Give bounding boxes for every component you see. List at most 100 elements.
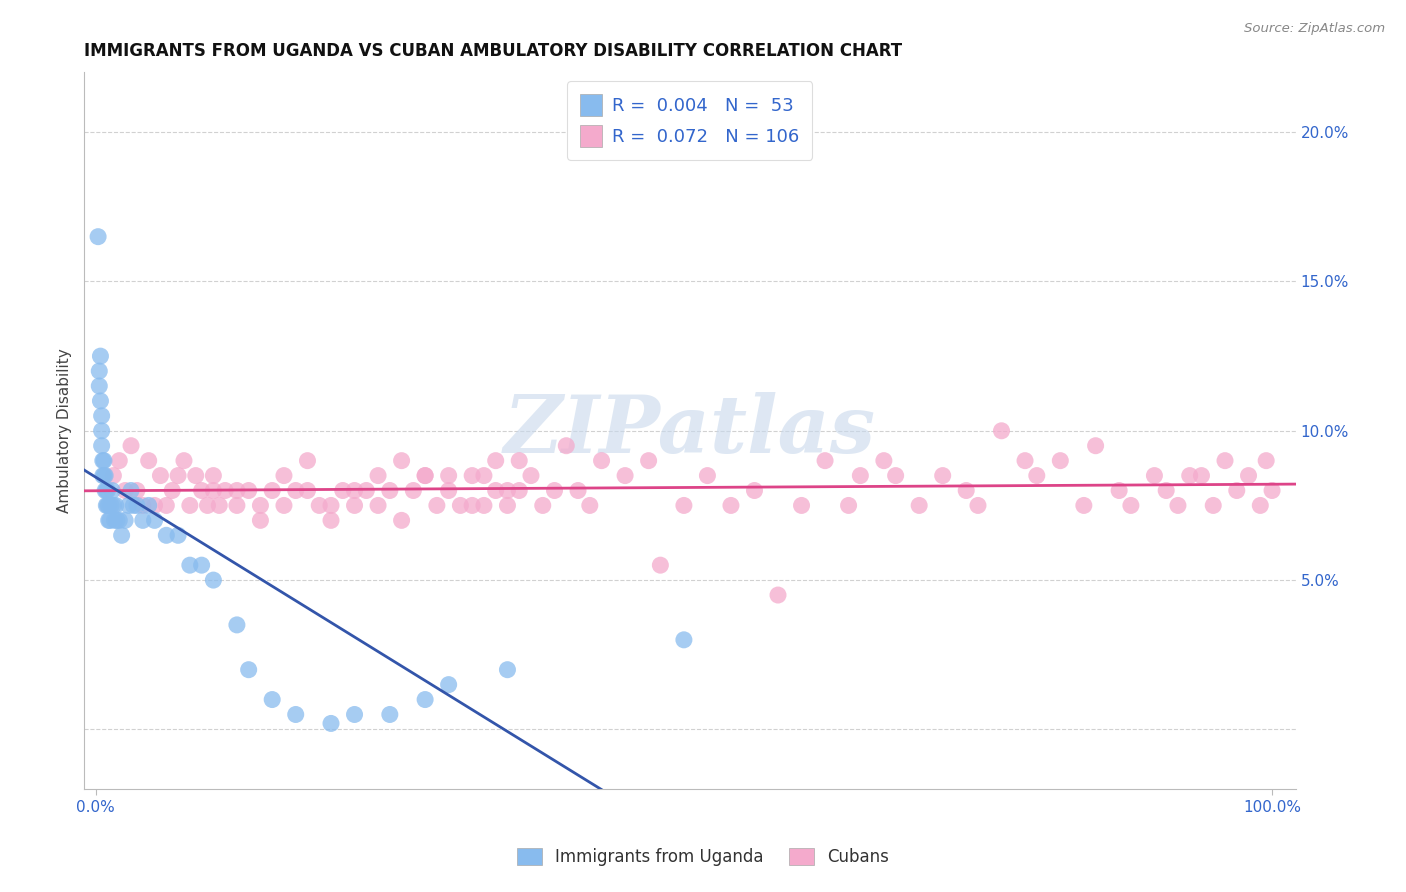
Point bbox=[402, 483, 425, 498]
Point bbox=[190, 558, 212, 573]
Point bbox=[143, 513, 166, 527]
Legend: Immigrants from Uganda, Cubans: Immigrants from Uganda, Cubans bbox=[509, 840, 897, 875]
Point bbox=[184, 468, 207, 483]
Point bbox=[413, 692, 436, 706]
Point bbox=[167, 528, 190, 542]
Point bbox=[284, 483, 307, 498]
Point bbox=[672, 499, 695, 513]
Point bbox=[650, 558, 672, 573]
Point bbox=[1256, 453, 1278, 467]
Point bbox=[378, 483, 401, 498]
Point bbox=[249, 499, 271, 513]
Point bbox=[319, 513, 342, 527]
Point bbox=[87, 229, 110, 244]
Point bbox=[578, 499, 600, 513]
Point bbox=[132, 513, 155, 527]
Point bbox=[111, 528, 134, 542]
Point bbox=[413, 468, 436, 483]
Point bbox=[955, 483, 977, 498]
Point bbox=[238, 663, 260, 677]
Point bbox=[225, 499, 247, 513]
Point bbox=[93, 468, 115, 483]
Point bbox=[179, 499, 201, 513]
Point bbox=[1014, 453, 1036, 467]
Point bbox=[273, 499, 295, 513]
Point bbox=[367, 468, 389, 483]
Y-axis label: Ambulatory Disability: Ambulatory Disability bbox=[58, 349, 72, 513]
Point bbox=[197, 499, 219, 513]
Point bbox=[160, 483, 183, 498]
Point bbox=[173, 453, 195, 467]
Point bbox=[449, 499, 471, 513]
Point bbox=[225, 483, 247, 498]
Point bbox=[125, 483, 148, 498]
Point bbox=[766, 588, 789, 602]
Point bbox=[91, 468, 114, 483]
Point bbox=[91, 453, 114, 467]
Point bbox=[89, 393, 111, 408]
Point bbox=[343, 499, 366, 513]
Point bbox=[1108, 483, 1130, 498]
Point bbox=[437, 678, 460, 692]
Point bbox=[149, 468, 172, 483]
Legend: R =  0.004   N =  53, R =  0.072   N = 106: R = 0.004 N = 53, R = 0.072 N = 106 bbox=[567, 81, 813, 160]
Point bbox=[97, 513, 120, 527]
Point bbox=[531, 499, 554, 513]
Point bbox=[118, 499, 141, 513]
Point bbox=[103, 513, 125, 527]
Point bbox=[202, 573, 225, 587]
Point bbox=[461, 499, 484, 513]
Point bbox=[696, 468, 718, 483]
Point bbox=[319, 716, 342, 731]
Point bbox=[356, 483, 378, 498]
Point bbox=[413, 468, 436, 483]
Point bbox=[100, 499, 122, 513]
Point bbox=[155, 499, 177, 513]
Point bbox=[284, 707, 307, 722]
Point bbox=[426, 499, 449, 513]
Point bbox=[225, 618, 247, 632]
Point bbox=[1191, 468, 1213, 483]
Point bbox=[967, 499, 990, 513]
Point bbox=[508, 483, 530, 498]
Text: IMMIGRANTS FROM UGANDA VS CUBAN AMBULATORY DISABILITY CORRELATION CHART: IMMIGRANTS FROM UGANDA VS CUBAN AMBULATO… bbox=[84, 42, 903, 60]
Point bbox=[1226, 483, 1249, 498]
Point bbox=[496, 483, 519, 498]
Point bbox=[1154, 483, 1177, 498]
Point bbox=[472, 468, 495, 483]
Point bbox=[520, 468, 543, 483]
Point bbox=[1178, 468, 1201, 483]
Point bbox=[122, 499, 145, 513]
Point bbox=[108, 513, 131, 527]
Point bbox=[155, 528, 177, 542]
Point bbox=[1073, 499, 1095, 513]
Point bbox=[103, 499, 125, 513]
Point bbox=[873, 453, 896, 467]
Point bbox=[1167, 499, 1189, 513]
Point bbox=[849, 468, 872, 483]
Point bbox=[96, 499, 118, 513]
Point bbox=[1025, 468, 1047, 483]
Point bbox=[94, 483, 117, 498]
Point bbox=[90, 424, 112, 438]
Point bbox=[672, 632, 695, 647]
Point bbox=[461, 468, 484, 483]
Point bbox=[1213, 453, 1236, 467]
Point bbox=[120, 439, 142, 453]
Point bbox=[908, 499, 931, 513]
Point bbox=[319, 499, 342, 513]
Point bbox=[138, 499, 160, 513]
Point bbox=[332, 483, 354, 498]
Point bbox=[143, 499, 166, 513]
Point bbox=[814, 453, 837, 467]
Point bbox=[125, 499, 148, 513]
Point bbox=[485, 453, 508, 467]
Point bbox=[367, 499, 389, 513]
Point bbox=[202, 483, 225, 498]
Point bbox=[167, 468, 190, 483]
Point bbox=[214, 483, 236, 498]
Point bbox=[1119, 499, 1142, 513]
Text: Source: ZipAtlas.com: Source: ZipAtlas.com bbox=[1244, 22, 1385, 36]
Point bbox=[179, 558, 201, 573]
Point bbox=[297, 453, 319, 467]
